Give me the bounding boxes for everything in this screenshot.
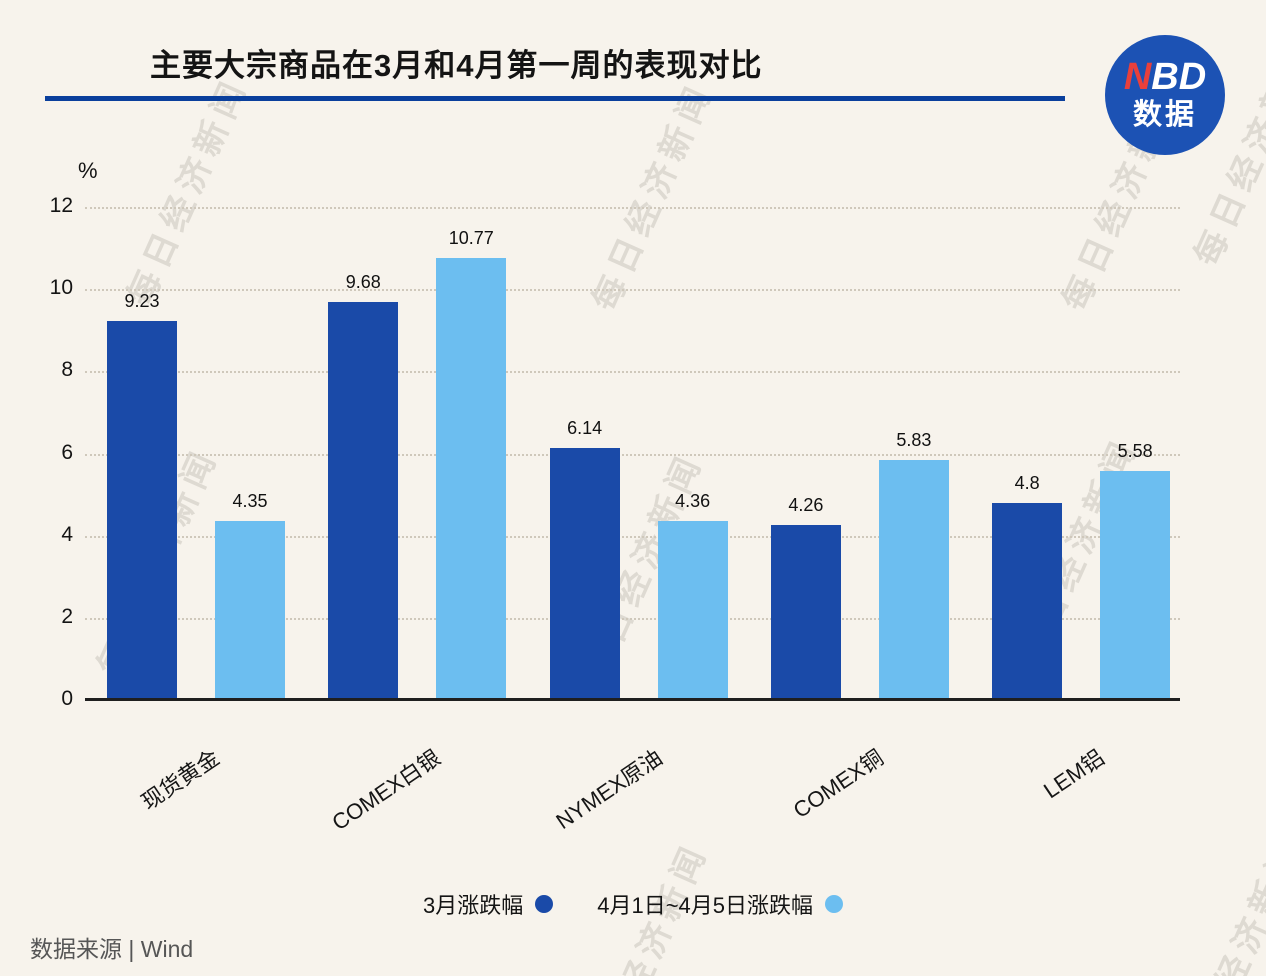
y-axis-tick-label: 2 [61,604,73,628]
legend-color-dot [535,895,554,913]
y-axis-tick-label: 12 [49,194,73,217]
bar-value-label: 4.36 [675,490,711,511]
y-axis-unit-label: % [78,158,98,183]
legend-item: 3月涨跌幅 [422,888,554,920]
nbd-logo: NBD 数据 [1105,35,1225,155]
bar-value-label: 5.83 [896,430,932,451]
y-axis-tick-label: 10 [49,276,73,300]
nbd-logo-n: N [1123,55,1152,98]
y-axis-tick-label: 0 [61,687,73,710]
gridline [85,617,1180,620]
bar [657,520,728,700]
page-title: 主要大宗商品在3月和4月第一周的表现对比 [150,48,763,83]
title-underline [45,96,1065,101]
y-axis-tick-label: 8 [61,358,73,382]
gridline [85,453,1180,456]
chart-legend: 3月涨跌幅 4月1日~4月5日涨跌幅 [0,888,1266,920]
bar-value-label: 5.58 [1117,440,1153,461]
bar [107,320,177,700]
legend-color-dot [825,895,844,913]
bar-value-label: 9.23 [124,290,160,311]
nbd-logo-text: NBD [1123,55,1207,98]
gridline [85,535,1180,538]
bar-value-label: 6.14 [567,417,603,438]
watermark-text: 每日经济新闻 [585,76,721,317]
x-axis-baseline [85,698,1180,701]
bar-value-label: 4.26 [788,494,824,515]
x-axis-category-label: LEM铝 [1039,744,1110,804]
bar-value-label: 10.77 [448,227,494,248]
bar-value-label: 9.68 [345,272,381,293]
bar [436,257,507,700]
legend-label: 4月1日~4月5日涨跌幅 [597,893,814,918]
bar-value-label: 4.8 [1014,472,1040,493]
y-axis-tick-label: 4 [61,522,73,546]
y-axis-tick-label: 6 [61,440,73,464]
nbd-logo-bd: BD [1151,55,1207,98]
x-axis-category-label: COMEX白银 [327,744,446,836]
bar [549,447,620,700]
nbd-logo-subtitle: 数据 [1132,98,1197,131]
bar [992,502,1063,700]
bar [770,525,841,700]
watermark-text: 每日经济新闻 [120,71,256,312]
bar [215,521,285,700]
gridline [85,207,1180,209]
gridline [85,289,1180,292]
x-axis-category-label: NYMEX原油 [551,744,667,834]
bar [1100,470,1171,700]
gridline [85,371,1180,374]
x-axis-category-label: 现货黄金 [136,744,224,815]
legend-item: 4月1日~4月5日涨跌幅 [597,888,844,920]
bar [328,302,399,700]
bar-value-label: 4.35 [232,491,268,512]
data-source-note: 数据来源 | Wind [30,936,194,962]
x-axis-category-label: COMEX铜 [788,744,888,824]
legend-label: 3月涨跌幅 [422,893,524,918]
bar [878,460,949,700]
